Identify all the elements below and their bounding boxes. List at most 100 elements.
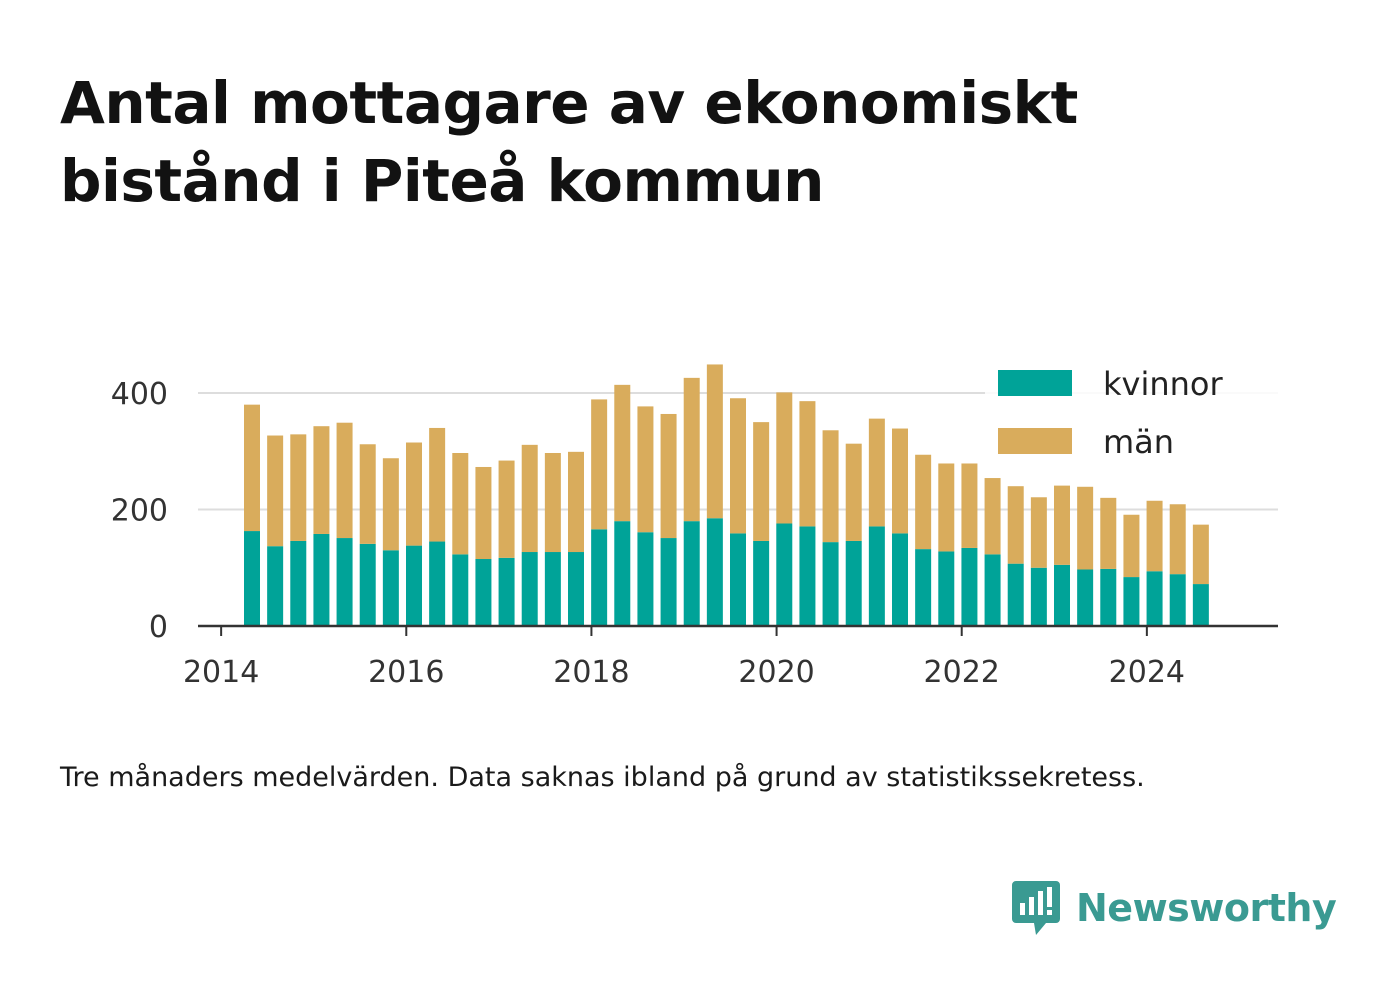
bar-kvinnor — [892, 533, 908, 626]
bar-kvinnor — [1169, 574, 1186, 626]
y-tick-label: 400 — [111, 377, 168, 412]
bar-kvinnor — [776, 523, 793, 626]
chart-caption: Tre månaders medelvärden. Data saknas ib… — [60, 762, 1145, 793]
bar-kvinnor — [290, 540, 307, 626]
bar-kvinnor — [1030, 567, 1047, 626]
bar-man — [591, 399, 608, 530]
bar-kvinnor — [521, 552, 538, 626]
bar-man — [845, 443, 862, 541]
y-tick-label: 200 — [111, 494, 168, 529]
bar-kvinnor — [845, 540, 862, 626]
bar-kvinnor — [637, 532, 654, 626]
x-tick-label: 2016 — [368, 655, 444, 690]
bar-man — [637, 406, 654, 533]
bar-man — [1169, 504, 1186, 575]
bar-kvinnor — [915, 549, 932, 626]
x-tick-label: 2018 — [553, 655, 629, 690]
bar-kvinnor — [544, 552, 561, 626]
x-axis: 2014 2016 2018 2020 2022 2024 — [183, 624, 1278, 690]
bar-kvinnor — [568, 552, 584, 626]
bar-man — [452, 452, 469, 555]
legend-label: kvinnor — [1103, 365, 1224, 403]
bar-man — [429, 427, 446, 542]
bar-kvinnor — [1192, 584, 1209, 626]
bar-kvinnor — [706, 518, 723, 626]
bar-man — [1123, 514, 1140, 578]
bar-man — [799, 401, 816, 527]
bar-man — [1192, 524, 1209, 585]
bar-man — [568, 451, 584, 553]
bar-kvinnor — [1077, 569, 1094, 626]
bar-man — [1100, 497, 1117, 569]
bar-kvinnor — [244, 531, 260, 626]
bar-kvinnor — [683, 521, 700, 626]
bar-kvinnor — [267, 546, 284, 626]
bar-man — [1007, 486, 1024, 564]
newsworthy-logo-icon — [1012, 881, 1060, 935]
bar-man — [1077, 486, 1094, 570]
x-tick-label: 2020 — [738, 655, 814, 690]
legend-swatch — [998, 428, 1072, 454]
bar-man — [244, 404, 260, 532]
bar-man — [730, 398, 746, 534]
bar-man — [915, 454, 932, 550]
bar-man — [868, 418, 885, 527]
chart-title: Antal mottagare av ekonomiskt bistånd i … — [60, 69, 1078, 215]
x-tick-label: 2024 — [1109, 655, 1185, 690]
bar-man — [498, 460, 515, 558]
bar-kvinnor — [406, 545, 422, 626]
y-axis-tick-labels: 0 200 400 — [111, 377, 168, 645]
bar-kvinnor — [429, 541, 446, 626]
bar-man — [521, 444, 538, 553]
bar-man — [938, 463, 955, 552]
bar-man — [683, 377, 700, 522]
bar-man — [753, 422, 770, 541]
bar-kvinnor — [753, 540, 770, 626]
bars — [244, 364, 1209, 626]
bar-kvinnor — [660, 538, 677, 626]
bar-man — [475, 466, 492, 560]
bar-kvinnor — [498, 557, 515, 626]
bar-man — [1030, 497, 1047, 568]
bar-man — [359, 444, 376, 544]
bar-kvinnor — [382, 550, 399, 626]
bar-kvinnor — [359, 543, 376, 626]
bar-kvinnor — [591, 529, 608, 626]
bar-man — [267, 435, 284, 547]
bar-kvinnor — [1007, 563, 1024, 626]
bar-kvinnor — [938, 551, 955, 626]
brand-logo: Newsworthy — [1010, 876, 1337, 940]
x-tick-label: 2022 — [924, 655, 1000, 690]
bar-kvinnor — [822, 542, 839, 626]
y-tick-label: 0 — [149, 610, 168, 645]
bar-man — [382, 458, 399, 551]
bar-man — [660, 413, 677, 539]
bar-man — [961, 463, 978, 548]
bar-man — [544, 452, 561, 553]
bar-man — [1146, 500, 1163, 572]
bar-kvinnor — [336, 538, 353, 626]
bar-man — [290, 434, 307, 541]
bar-man — [1054, 485, 1070, 565]
bar-kvinnor — [961, 547, 978, 626]
bar-kvinnor — [984, 554, 1001, 626]
bar-kvinnor — [452, 554, 469, 626]
bar-kvinnor — [1054, 564, 1070, 626]
bar-kvinnor — [614, 521, 631, 626]
bar-man — [614, 384, 631, 522]
x-tick-label: 2014 — [183, 655, 259, 690]
bar-kvinnor — [1123, 577, 1140, 626]
bar-kvinnor — [1146, 571, 1163, 626]
legend: kvinnor män — [985, 353, 1285, 478]
bar-kvinnor — [475, 559, 492, 626]
legend-swatch — [998, 370, 1072, 396]
bar-man — [336, 422, 353, 539]
bar-man — [406, 442, 422, 546]
bar-man — [822, 430, 839, 543]
brand-name: Newsworthy — [1076, 886, 1337, 930]
bar-man — [776, 392, 793, 524]
bar-man — [706, 364, 723, 519]
bar-man — [892, 428, 908, 534]
bar-kvinnor — [730, 533, 746, 626]
